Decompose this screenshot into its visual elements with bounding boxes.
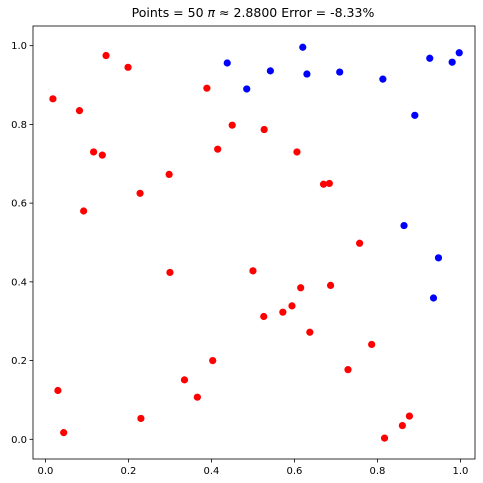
data-point [98,151,106,159]
data-point [137,414,145,423]
y-tick-label: 0.0 [11,435,27,446]
data-point [434,254,443,262]
y-axis: 0.0 0.2 0.4 0.6 0.8 1.0 [11,41,33,446]
plot-area [49,43,463,442]
data-point [89,148,98,156]
data-point [448,58,456,66]
data-point [209,356,217,365]
data-point [293,148,301,156]
x-axis: 0.0 0.2 0.4 0.6 0.8 1.0 [37,459,468,477]
data-point [249,267,257,275]
data-point [102,51,110,60]
data-point [411,111,419,119]
data-point [426,54,434,62]
data-point [260,125,268,134]
x-tick-label: 0.2 [121,466,137,477]
data-point [228,121,236,129]
data-point [455,49,463,57]
y-tick-label: 0.8 [11,120,27,131]
data-point [303,70,311,78]
data-point [166,268,174,277]
y-tick-label: 0.6 [11,199,27,210]
data-point [243,85,251,93]
data-point [379,75,387,83]
data-point [299,43,307,51]
data-point [193,393,201,401]
data-point [356,239,364,247]
data-point [405,412,414,420]
data-point [336,68,344,76]
data-point [368,340,376,349]
data-point [80,207,88,215]
data-point [429,294,438,302]
data-point [260,312,268,321]
data-point [398,421,406,430]
x-tick-label: 1.0 [453,466,469,477]
data-point [60,429,68,437]
chart-title: Points = 50 π ≈ 2.8800 Error = -8.33% [132,5,375,20]
data-point [279,308,287,316]
x-tick-label: 0.8 [370,466,386,477]
data-point [165,170,173,179]
data-point [325,179,333,188]
data-point [319,180,328,188]
y-tick-label: 0.4 [11,277,27,288]
data-point [400,221,408,230]
x-tick-label: 0.0 [37,466,53,477]
x-tick-label: 0.4 [204,466,220,477]
data-point [136,189,144,197]
data-point [306,328,314,336]
data-point [326,281,335,290]
data-point [75,107,84,115]
y-tick-label: 1.0 [11,41,27,52]
data-point [54,386,62,395]
data-point [223,59,231,67]
data-point [49,95,57,103]
data-point [380,434,389,442]
data-point [297,284,305,292]
data-point [266,67,274,75]
data-point [180,376,189,384]
data-point [214,145,222,153]
x-tick-label: 0.6 [287,466,303,477]
data-point [344,366,352,374]
data-point [203,84,211,92]
axes-frame [32,25,476,460]
y-tick-label: 0.2 [11,356,27,367]
data-point [124,63,132,71]
data-point [288,302,296,310]
